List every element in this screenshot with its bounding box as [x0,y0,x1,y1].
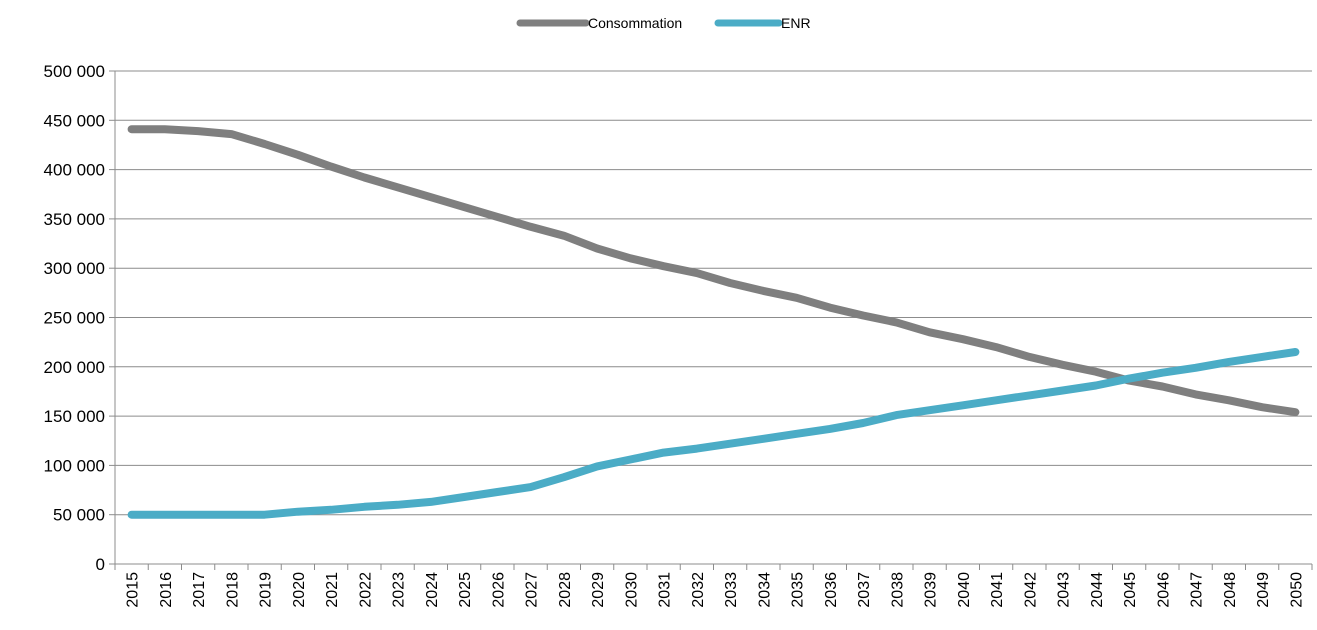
y-tick-label: 400 000 [44,161,105,180]
x-tick-label: 2019 [258,572,275,608]
x-tick-label: 2020 [291,572,308,608]
y-tick-label: 100 000 [44,456,105,475]
x-tick-label: 2031 [657,572,674,608]
x-tick-label: 2048 [1222,572,1239,608]
y-tick-label: 250 000 [44,309,105,328]
x-tick-label: 2028 [557,572,574,608]
x-tick-label: 2032 [690,572,707,608]
x-tick-label: 2044 [1089,572,1106,608]
x-tick-label: 2046 [1155,572,1172,608]
series-line-consommation [127,125,1300,417]
series-layer [127,125,1300,519]
y-tick-label: 300 000 [44,259,105,278]
x-tick-label: 2037 [856,572,873,608]
x-tick-label: 2035 [790,572,807,608]
x-tick-label: 2040 [956,572,973,608]
x-tick-label: 2030 [623,572,640,608]
y-tick-label: 150 000 [44,407,105,426]
legend: Consommation ENR [516,15,811,31]
x-tick-label: 2025 [457,572,474,608]
x-tick-label: 2024 [424,572,441,608]
x-tick-label: 2043 [1056,572,1073,608]
x-tick-label: 2023 [391,572,408,608]
x-tick-label: 2015 [125,572,142,608]
y-tick-label: 350 000 [44,210,105,229]
y-tick-label: 200 000 [44,358,105,377]
x-axis: 2015 2016 2017 2018 2019 2020 2021 2022 2023 2024… [114,563,1313,608]
y-axis: 0 50 000 100 000 150 000 200 000 250 000 300 0… [44,62,116,574]
series-line-enr [127,348,1300,519]
x-tick-label: 2045 [1122,572,1139,608]
x-tick-label: 2018 [224,572,241,608]
y-tick-label: 450 000 [44,111,105,130]
x-tick-label: 2050 [1288,572,1305,608]
x-tick-label: 2034 [756,572,773,608]
x-tick-label: 2017 [191,572,208,608]
x-tick-label: 2033 [723,572,740,608]
x-tick-label: 2047 [1189,572,1206,608]
x-tick-label: 2022 [357,572,374,608]
y-tick-label: 0 [96,555,105,574]
x-tick-label: 2039 [923,572,940,608]
x-tick-label: 2038 [889,572,906,608]
y-tick-label: 500 000 [44,62,105,81]
legend-label-consommation: Consommation [588,15,682,31]
x-tick-label: 2041 [989,572,1006,608]
x-tick-label: 2049 [1255,572,1272,608]
y-tick-label: 50 000 [53,506,105,525]
x-tick-label: 2026 [490,572,507,608]
x-tick-label: 2036 [823,572,840,608]
legend-label-enr: ENR [781,15,811,31]
x-tick-label: 2027 [524,572,541,608]
x-tick-label: 2021 [324,572,341,608]
x-tick-label: 2016 [158,572,175,608]
x-tick-label: 2029 [590,572,607,608]
x-tick-label: 2042 [1022,572,1039,608]
